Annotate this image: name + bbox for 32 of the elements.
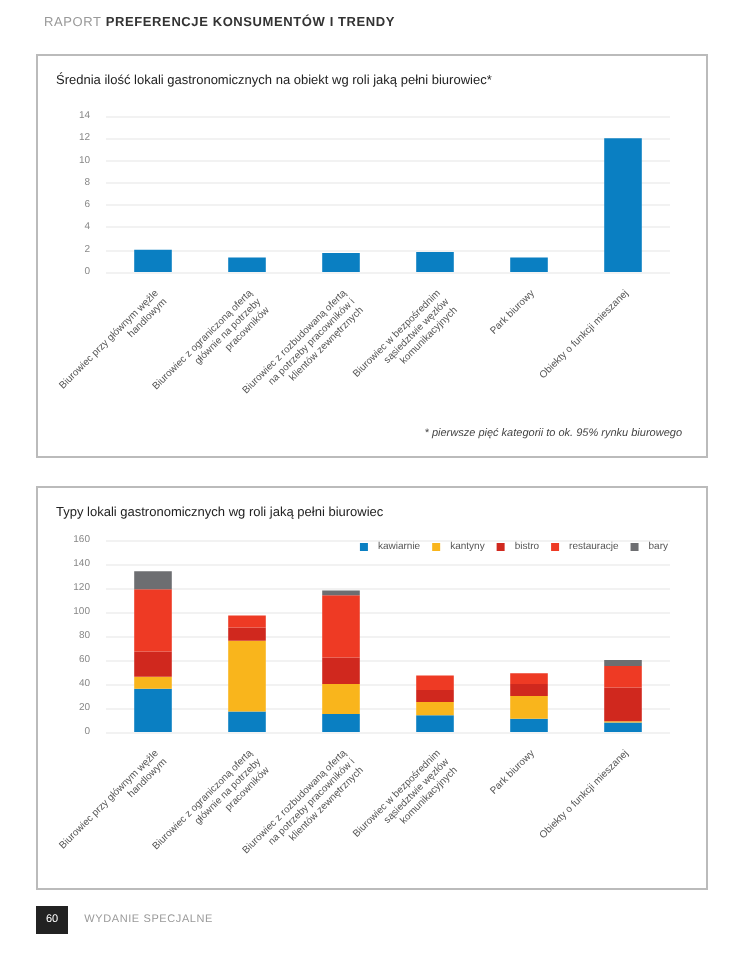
bar: [322, 590, 360, 596]
bar: [416, 702, 454, 716]
bar: [228, 627, 266, 641]
bar: [322, 684, 360, 714]
bar: [510, 684, 548, 696]
bar: [604, 687, 642, 722]
bar: [416, 251, 454, 272]
bar: [604, 722, 642, 732]
bar: [228, 640, 266, 712]
bar: [134, 676, 172, 689]
bar: [134, 249, 172, 272]
bar: [228, 257, 266, 272]
bar: [134, 651, 172, 677]
bar: [604, 666, 642, 688]
bar: [510, 718, 548, 732]
bar: [134, 589, 172, 652]
bar: [416, 675, 454, 690]
bar: [510, 673, 548, 684]
bar: [322, 595, 360, 658]
bar: [604, 138, 642, 272]
bar: [416, 715, 454, 732]
bar: [134, 571, 172, 590]
bar: [416, 690, 454, 702]
bar: [510, 257, 548, 272]
bar: [322, 714, 360, 732]
bar: [510, 696, 548, 719]
bar: [604, 660, 642, 666]
bar: [322, 657, 360, 684]
bar: [322, 253, 360, 272]
bar: [228, 615, 266, 628]
bar: [228, 711, 266, 732]
bar: [134, 688, 172, 732]
